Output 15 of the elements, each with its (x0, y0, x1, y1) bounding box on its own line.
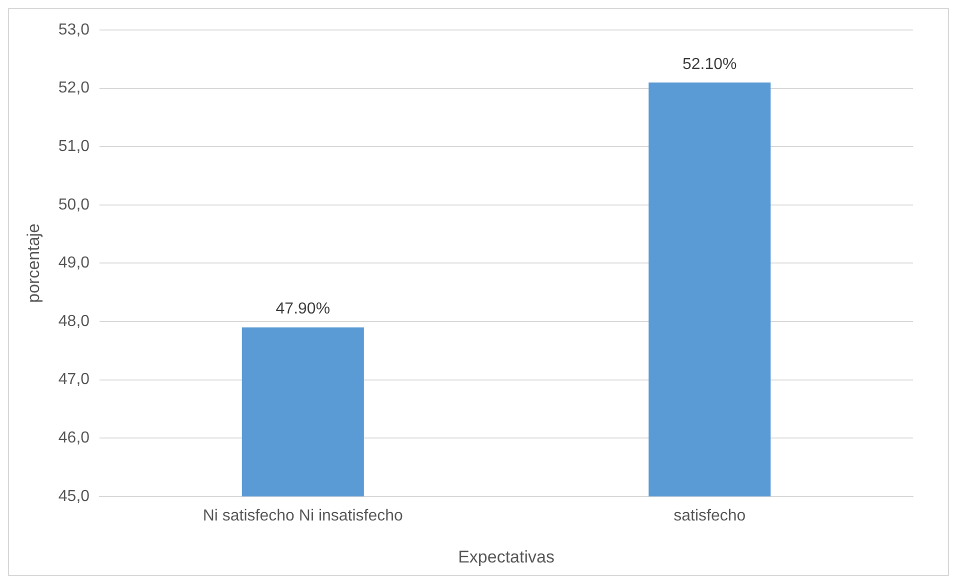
y-tick-label: 48,0 (58, 312, 90, 330)
x-axis-title: Expectativas (458, 547, 554, 566)
y-tick-label: 49,0 (58, 254, 90, 272)
y-tick-label: 52,0 (58, 80, 90, 97)
x-tick-label: Ni satisfecho Ni insatisfecho (202, 507, 404, 524)
y-tick-label: 45,0 (58, 488, 90, 505)
y-tick-label: 46,0 (58, 430, 90, 447)
y-tick-label: 53,0 (58, 21, 90, 38)
y-tick-label: 47,0 (58, 371, 90, 388)
x-tick-label: satisfecho (674, 507, 746, 524)
y-axis-title: porcentaje (24, 224, 43, 303)
y-tick-label: 51,0 (58, 138, 90, 156)
data-label: 52.10% (682, 56, 737, 73)
y-tick-label: 50,0 (58, 196, 90, 214)
data-label: 47.90% (276, 300, 330, 318)
